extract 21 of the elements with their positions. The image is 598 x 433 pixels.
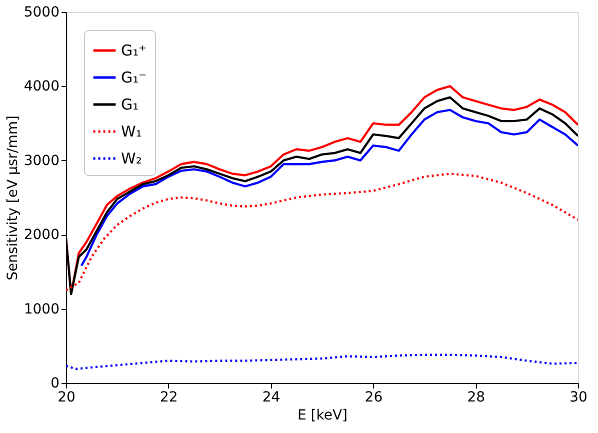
y-tick-label: 1000 xyxy=(24,301,60,318)
x-tick-label: 28 xyxy=(467,390,486,406)
x-tick-label: 22 xyxy=(160,390,178,406)
x-axis-title: E [keV] xyxy=(297,408,348,424)
x-tick-label: 26 xyxy=(364,390,383,406)
line-series xyxy=(80,108,578,267)
legend-label: G₁⁺ xyxy=(121,42,147,60)
line-series xyxy=(66,354,578,370)
x-tick-label: 30 xyxy=(570,390,588,406)
y-tick-label: 4000 xyxy=(24,78,60,95)
y-tick-label: 2000 xyxy=(24,227,60,244)
y-axis-title: Sensitivity [eV μsr/mm] xyxy=(4,116,21,280)
y-tick-label: 3000 xyxy=(24,152,60,169)
legend-label: W₁ xyxy=(121,122,142,140)
legend-label: W₂ xyxy=(121,150,142,168)
y-tick-label: 0 xyxy=(50,376,60,392)
x-tick-label: 24 xyxy=(262,390,280,406)
y-tick-label: 5000 xyxy=(24,4,60,20)
legend-label: G₁ xyxy=(121,96,139,114)
legend-label: G₁⁻ xyxy=(121,68,147,86)
x-tick-label: 20 xyxy=(58,390,76,406)
